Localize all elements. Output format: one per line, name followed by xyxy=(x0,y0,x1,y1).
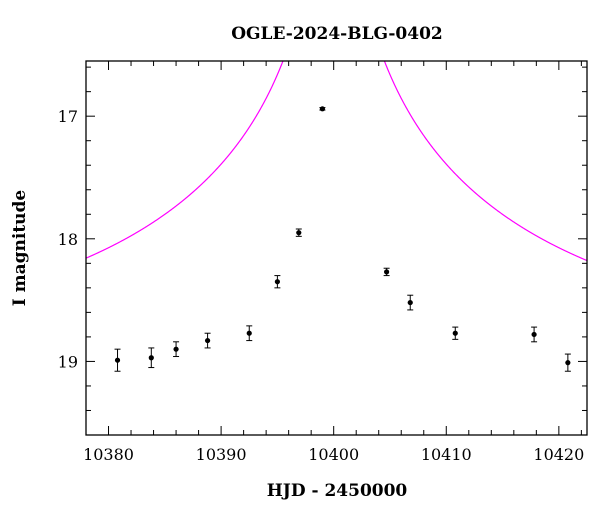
data-point xyxy=(407,299,413,306)
x-tick-label: 10380 xyxy=(83,445,134,464)
y-tick-label: 19 xyxy=(58,352,78,371)
x-axis-label: HJD - 2450000 xyxy=(267,481,408,501)
data-point xyxy=(274,279,280,285)
data-point xyxy=(296,230,302,236)
y-tick-label: 17 xyxy=(58,107,78,126)
data-points-layer xyxy=(114,106,571,372)
x-tick-label: 10400 xyxy=(308,445,359,464)
data-point xyxy=(114,357,121,363)
data-point xyxy=(204,337,211,344)
model-curve xyxy=(86,61,587,262)
chart-title: OGLE-2024-BLG-0402 xyxy=(231,24,443,44)
data-point xyxy=(452,330,458,336)
y-axis-label: I magnitude xyxy=(10,190,30,307)
data-point xyxy=(384,269,390,275)
plot-frame xyxy=(85,60,588,436)
data-point xyxy=(246,330,252,336)
data-point xyxy=(148,355,154,361)
model-curve-layer xyxy=(86,61,587,262)
y-tick-label: 18 xyxy=(58,230,78,249)
x-tick-label: 10420 xyxy=(533,445,584,464)
data-point xyxy=(319,106,326,112)
x-tick-label: 10410 xyxy=(421,445,472,464)
x-tick-label: 10390 xyxy=(196,445,247,464)
data-point xyxy=(173,346,179,352)
data-point xyxy=(565,360,571,366)
data-point xyxy=(531,331,537,338)
axis-ticks xyxy=(85,61,587,436)
tick-labels: 10380 10390 10400 10410 10420 17 18 19 xyxy=(58,107,585,464)
